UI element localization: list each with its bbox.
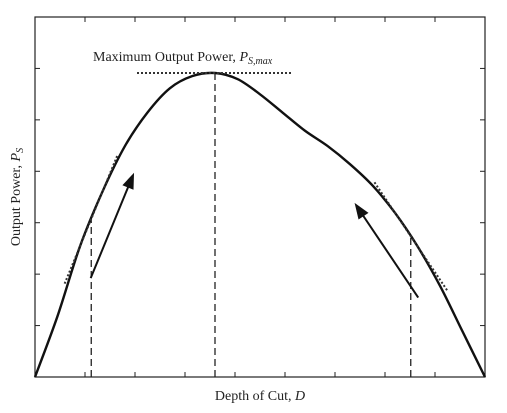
direction-arrows [91, 173, 419, 298]
plot-frame [35, 17, 485, 377]
left-up-arrow-head [122, 173, 134, 190]
left-up-arrow-shaft [91, 176, 133, 278]
axis-ticks [35, 17, 485, 377]
guide-lines [91, 73, 411, 377]
right-up-arrow-shaft [357, 206, 418, 297]
tangent-lines [65, 73, 447, 290]
power-curve [35, 73, 485, 377]
right-up-arrow-head [355, 203, 369, 220]
x-axis-label: Depth of Cut, D [215, 389, 305, 404]
max-power-label: Maximum Output Power, PS,max [93, 50, 273, 67]
y-axis-label: Output Power, PS [9, 148, 26, 246]
